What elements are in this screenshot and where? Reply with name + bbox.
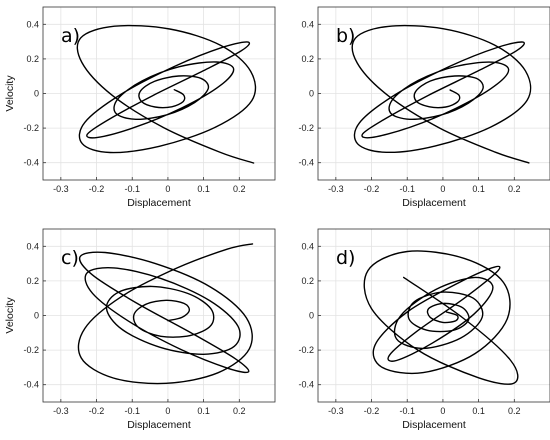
y-axis-label: Velocity <box>4 297 16 334</box>
x-tick-label: 0 <box>440 406 445 416</box>
x-tick-label: -0.3 <box>53 184 69 194</box>
panel-label: a) <box>61 25 80 47</box>
y-tick-label: -0.4 <box>23 158 39 168</box>
y-tick-label: 0 <box>309 311 314 321</box>
panel-label: d) <box>336 247 355 269</box>
trajectory-series <box>351 24 532 164</box>
y-tick-label: -0.4 <box>298 380 314 390</box>
x-tick-label: 0.1 <box>197 406 210 416</box>
x-tick-label: 0 <box>440 184 445 194</box>
x-tick-label: -0.1 <box>124 406 140 416</box>
x-tick-label: -0.1 <box>124 184 140 194</box>
panel-label: c) <box>61 247 79 269</box>
x-tick-label: 0.1 <box>472 406 485 416</box>
y-tick-label: 0.2 <box>26 54 39 64</box>
y-tick-label: 0.2 <box>301 54 314 64</box>
x-tick-label: 0 <box>165 184 170 194</box>
x-tick-label: 0.2 <box>508 184 521 194</box>
y-tick-label: 0.2 <box>301 276 314 286</box>
y-axis-label: Velocity <box>4 75 16 112</box>
panel-a: -0.3 -0.2 -0.1 0 0.1 0.2 -0.4 -0.2 0 0.2 0.4 Displa… <box>0 0 276 218</box>
y-tick-label: -0.2 <box>23 345 39 355</box>
x-tick-label: 0.2 <box>233 184 246 194</box>
y-tick-label: -0.2 <box>298 123 314 133</box>
x-tick-label: -0.2 <box>364 406 380 416</box>
x-axis-label: Displacement <box>127 197 191 209</box>
trajectory-series <box>77 243 254 385</box>
x-axis-label: Displacement <box>402 197 466 209</box>
x-tick-label: 0.1 <box>197 184 210 194</box>
y-tick-label: 0.4 <box>301 241 314 251</box>
y-tick-label: -0.2 <box>298 345 314 355</box>
x-tick-label: 0 <box>165 406 170 416</box>
y-tick-label: 0 <box>309 89 314 99</box>
y-tick-label: -0.4 <box>23 380 39 390</box>
x-tick-label: -0.2 <box>364 184 380 194</box>
x-tick-label: -0.1 <box>399 184 415 194</box>
x-tick-label: 0.1 <box>472 184 485 194</box>
trajectory-series <box>363 250 519 385</box>
x-tick-label: -0.3 <box>53 406 69 416</box>
panel-label: b) <box>336 25 355 47</box>
x-axis-label: Displacement <box>127 419 191 431</box>
x-tick-label: 0.2 <box>233 406 246 416</box>
phase-plot-svg: -0.3 -0.2 -0.1 0 0.1 0.2 -0.4 -0.2 0 0.2 0.4 Displa… <box>298 6 550 209</box>
y-tick-label: -0.4 <box>298 158 314 168</box>
y-tick-label: 0.4 <box>26 19 39 29</box>
y-tick-label: 0 <box>34 89 39 99</box>
y-tick-label: 0 <box>34 311 39 321</box>
x-axis-label: Displacement <box>402 419 466 431</box>
x-tick-label: -0.2 <box>89 184 105 194</box>
x-tick-label: 0.2 <box>508 406 521 416</box>
x-tick-label: -0.3 <box>328 406 344 416</box>
phase-plot-svg: -0.3 -0.2 -0.1 0 0.1 0.2 -0.4 -0.2 0 0.2 0.4 Displa… <box>298 228 550 431</box>
phase-plot-svg: -0.3 -0.2 -0.1 0 0.1 0.2 -0.4 -0.2 0 0.2 0.4 Displa… <box>4 6 276 209</box>
phase-plot-svg: -0.3 -0.2 -0.1 0 0.1 0.2 -0.4 -0.2 0 0.2 0.4 Displa… <box>4 228 276 431</box>
x-tick-label: -0.3 <box>328 184 344 194</box>
trajectory-series <box>76 24 257 164</box>
y-tick-label: -0.2 <box>23 123 39 133</box>
y-tick-label: 0.4 <box>26 241 39 251</box>
y-tick-label: 0.4 <box>301 19 314 29</box>
panel-b: -0.3 -0.2 -0.1 0 0.1 0.2 -0.4 -0.2 0 0.2 0.4 Displa… <box>275 0 550 218</box>
panel-d: -0.3 -0.2 -0.1 0 0.1 0.2 -0.4 -0.2 0 0.2 0.4 Displa… <box>275 222 550 440</box>
panel-c: -0.3 -0.2 -0.1 0 0.1 0.2 -0.4 -0.2 0 0.2 0.4 Displa… <box>0 222 276 440</box>
y-tick-label: 0.2 <box>26 276 39 286</box>
x-tick-label: -0.1 <box>399 406 415 416</box>
x-tick-label: -0.2 <box>89 406 105 416</box>
